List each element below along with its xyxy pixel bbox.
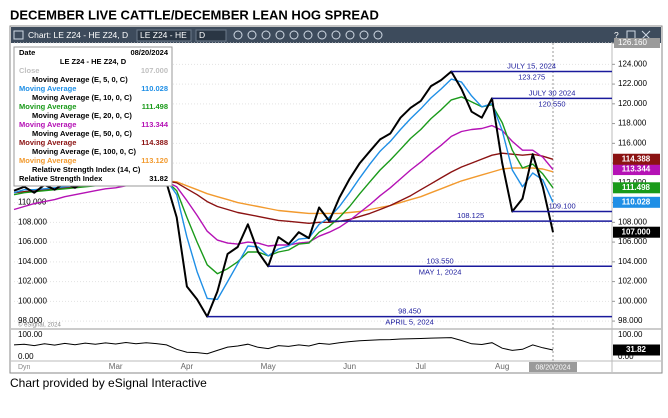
annotation-value: 108.125	[457, 211, 484, 220]
x-tick-label: Aug	[495, 362, 509, 371]
cursor-date-box	[529, 362, 577, 372]
watermark: © eSignal, 2024	[18, 322, 61, 329]
dw-study: Moving Average (E, 5, 0, C)	[32, 75, 128, 84]
dw-study: Moving Average (E, 10, 0, C)	[32, 93, 132, 102]
rsi-right-tick-label: 100.00	[618, 330, 643, 339]
price-tag	[613, 196, 660, 208]
annotation-date: APRIL 5, 2024	[385, 318, 434, 327]
y-left-tick-label: 110.000	[18, 198, 47, 207]
y-tick-label: 104.000	[618, 257, 647, 266]
dw-value: 110.028	[141, 84, 168, 93]
dw-study: Moving Average (E, 20, 0, C)	[32, 111, 132, 120]
dw-name: Moving Average	[19, 84, 76, 93]
interval-text: D	[199, 30, 205, 40]
x-tick-label: Jul	[416, 362, 426, 371]
mode-label: Dyn	[18, 364, 31, 371]
footer: Chart provided by eSignal Interactive	[10, 376, 207, 390]
y-tick-label: 124.000	[618, 59, 647, 68]
toolbar-title: Chart: LE Z24 - HE Z24, D	[28, 30, 128, 40]
annotation-value: 120.550	[538, 99, 565, 108]
dw-name: Moving Average	[19, 120, 76, 129]
page-title: DECEMBER LIVE CATTLE/DECEMBER LEAN HOG S…	[10, 7, 379, 22]
dw-name: Moving Average	[19, 102, 76, 111]
help-button[interactable]: ?	[614, 30, 619, 40]
dw-date-label: Date	[19, 48, 35, 57]
y-left-tick-label: 100.000	[18, 296, 47, 305]
y-tick-label: 106.000	[618, 237, 647, 246]
x-tick-label: Jun	[343, 362, 356, 371]
y-tick-label: 126.160	[618, 38, 647, 47]
interval-box[interactable]	[195, 29, 227, 42]
dw-name: Relative Strength Index	[19, 174, 103, 183]
dw-value: 114.388	[141, 138, 168, 147]
annotation-value: 98.450	[398, 307, 421, 316]
chart-icon	[13, 30, 24, 40]
annotation-value: 103.550	[427, 256, 454, 265]
price-tag	[613, 226, 660, 238]
y-left-tick-label: 98.000	[18, 316, 43, 325]
price-tag-label: 114.388	[622, 154, 651, 163]
rsi-tag	[613, 344, 660, 356]
dw-study: Moving Average (E, 100, 0, C)	[32, 147, 137, 156]
price-tag-label: 110.028	[622, 197, 651, 206]
y-tick-label: 108.000	[618, 217, 647, 226]
y-tick-label: 116.000	[618, 138, 647, 147]
dw-symbol: LE Z24 - HE Z24, D	[60, 57, 127, 66]
rsi-line	[13, 337, 554, 355]
annotation-date: JULY 30 2024	[529, 88, 576, 97]
y-left-tick-label: 108.000	[18, 217, 47, 226]
rsi-tick-label: 100.00	[18, 330, 43, 339]
rsi-right-tick-label: 0.00	[618, 352, 634, 361]
y-tick-label: 102.000	[618, 277, 647, 286]
dw-name: Close	[19, 66, 39, 75]
annotation-date: MAY 1, 2024	[419, 267, 462, 276]
price-tag-label: 111.498	[622, 183, 651, 192]
cursor-date: 08/20/2024	[535, 364, 570, 371]
dw-value: 31.82	[149, 174, 168, 183]
rsi-tag-label: 31.82	[626, 345, 647, 354]
y-tick-label: 122.000	[618, 79, 647, 88]
price-tag-label: 107.000	[622, 227, 651, 236]
y-left-tick-label: 104.000	[18, 257, 47, 266]
rsi-tick-label: 0.00	[18, 352, 34, 361]
y-tick-label: 120.000	[618, 99, 647, 108]
y-tick-label: 118.000	[618, 119, 647, 128]
data-window	[13, 46, 173, 187]
annotation-value: 109.100	[549, 201, 576, 210]
y-tick-label: 98.000	[618, 316, 643, 325]
symbol-text: LE Z24 - HE	[140, 30, 187, 40]
x-tick-label: Mar	[109, 362, 123, 371]
price-tag	[613, 153, 660, 165]
x-tick-label: Apr	[181, 362, 194, 371]
x-tick-label: May	[261, 362, 276, 371]
dw-study: Relative Strength Index (14, C)	[32, 165, 141, 174]
dw-value: 113.120	[141, 156, 168, 165]
dw-name: Moving Average	[19, 156, 76, 165]
dw-value: 107.000	[141, 66, 168, 75]
price-tag	[613, 164, 660, 176]
toolbar-icons[interactable]	[233, 30, 651, 40]
y-left-tick-label: 102.000	[18, 277, 47, 286]
annotation-value: 123.275	[518, 72, 545, 81]
dw-value: 113.344	[141, 120, 169, 129]
dw-value: 111.498	[142, 102, 168, 111]
y-tick-label: 100.000	[618, 296, 647, 305]
series-line	[13, 124, 554, 247]
price-tag	[613, 182, 660, 194]
price-tag-label: 113.344	[622, 165, 651, 174]
dw-name: Moving Average	[19, 138, 76, 147]
y-left-tick-label: 106.000	[18, 237, 47, 246]
dw-date: 08/20/2024	[130, 48, 168, 57]
y-tick-box	[614, 38, 660, 48]
symbol-box[interactable]	[136, 29, 192, 42]
dw-study: Moving Average (E, 50, 0, C)	[32, 129, 132, 138]
annotation-date: JULY 15, 2024	[507, 61, 556, 70]
